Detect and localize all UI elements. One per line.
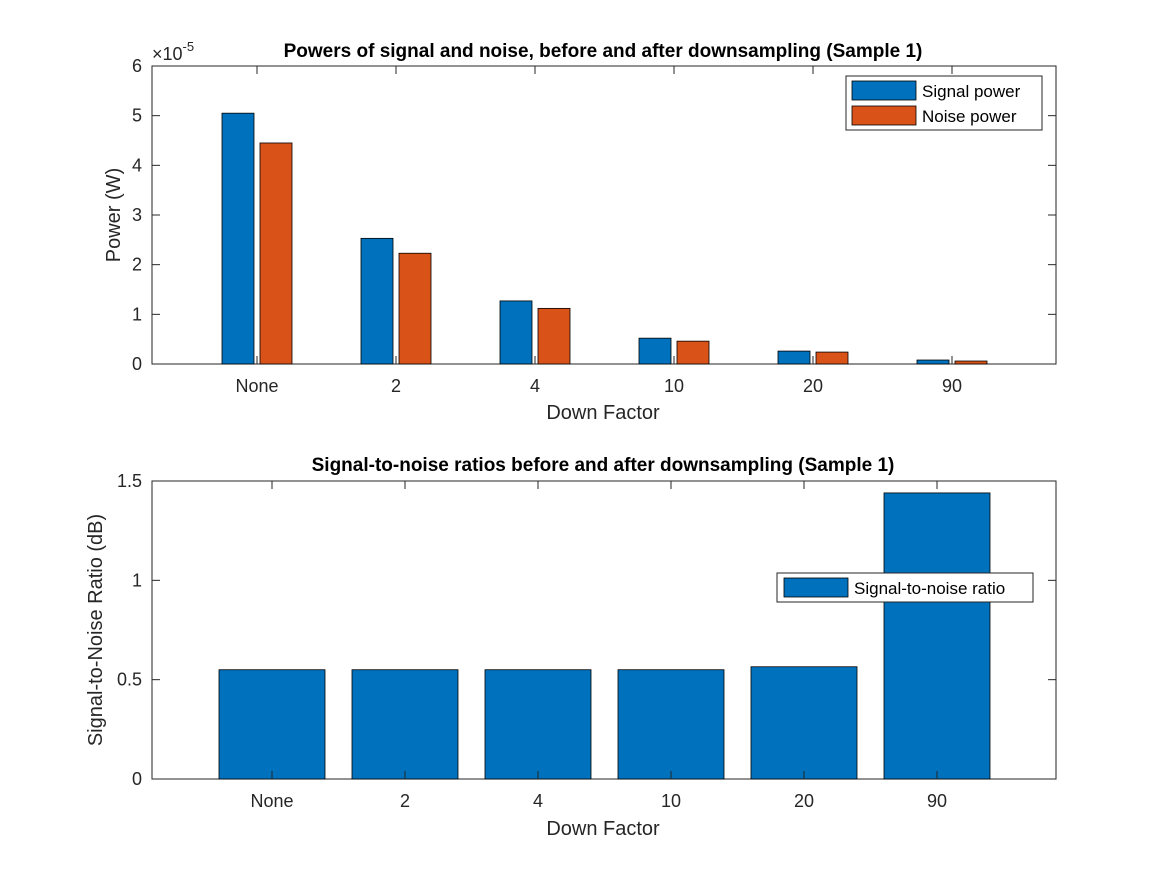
snr-chart-legend: Signal-to-noise ratio xyxy=(776,572,1034,603)
snr-x-tick-label-none: None xyxy=(250,791,293,811)
legend-label-noise-power: Noise power xyxy=(922,107,1017,126)
power-bar-noise-power-90 xyxy=(954,360,988,365)
snr-chart-y-axis-label: Signal-to-Noise Ratio (dB) xyxy=(85,514,107,746)
power-x-tick-label-10: 10 xyxy=(664,376,684,396)
snr-chart-y-ticks: 0 0.5 1 1.5 xyxy=(117,471,1056,789)
power-chart-exponent-label: ×10-5 xyxy=(152,39,194,64)
power-y-tick-label: 6 xyxy=(132,56,142,76)
power-chart-y-ticks: 0 1 2 3 4 5 6 xyxy=(132,56,1056,374)
power-x-tick-label-none: None xyxy=(235,376,278,396)
snr-bar-signal-to-noise-ratio-10 xyxy=(617,669,725,780)
snr-y-tick-label: 1 xyxy=(132,570,142,590)
power-y-tick-label: 4 xyxy=(132,155,142,175)
snr-chart-title: Signal-to-noise ratios before and after … xyxy=(312,455,895,476)
power-chart-legend: Signal power Noise power xyxy=(845,75,1043,131)
power-bar-noise-power-2 xyxy=(398,252,432,365)
snr-chart-x-ticks: None 2 4 10 20 90 xyxy=(250,481,947,811)
power-bar-noise-power-10 xyxy=(676,340,710,365)
power-bar-signal-power-2 xyxy=(360,237,394,365)
snr-y-tick-label: 1.5 xyxy=(117,471,142,491)
snr-chart-bars xyxy=(218,492,991,780)
power-x-tick-label-90: 90 xyxy=(942,376,962,396)
snr-x-tick-label-2: 2 xyxy=(400,791,410,811)
snr-chart-x-axis-label: Down Factor xyxy=(546,818,660,840)
power-bar-noise-power-4 xyxy=(537,307,571,365)
power-chart-y-axis-label: Power (W) xyxy=(103,168,125,262)
power-x-tick-label-2: 2 xyxy=(391,376,401,396)
snr-bar-signal-to-noise-ratio-20 xyxy=(750,666,858,780)
snr-bar-signal-to-noise-ratio-4 xyxy=(484,669,592,780)
legend-swatch-noise-power xyxy=(851,105,917,126)
power-chart: 0 1 2 3 4 5 6 None 2 4 10 20 90 Powers of signal an… xyxy=(103,39,1057,424)
power-y-tick-label: 3 xyxy=(132,205,142,225)
power-y-tick-label: 5 xyxy=(132,106,142,126)
power-x-tick-label-20: 20 xyxy=(803,376,823,396)
snr-x-tick-label-90: 90 xyxy=(927,791,947,811)
power-bar-noise-power-none xyxy=(259,142,293,365)
legend-label-snr: Signal-to-noise ratio xyxy=(854,579,1005,598)
legend-swatch-signal-power xyxy=(851,80,917,101)
power-y-tick-label: 0 xyxy=(132,354,142,374)
power-x-tick-label-4: 4 xyxy=(530,376,540,396)
snr-bar-signal-to-noise-ratio-none xyxy=(218,669,326,780)
snr-bar-signal-to-noise-ratio-2 xyxy=(351,669,459,780)
snr-x-tick-label-10: 10 xyxy=(661,791,681,811)
power-chart-title: Powers of signal and noise, before and a… xyxy=(284,41,923,62)
power-bar-signal-power-none xyxy=(221,112,255,365)
power-chart-x-ticks: None 2 4 10 20 90 xyxy=(235,66,962,396)
snr-y-tick-label: 0.5 xyxy=(117,670,142,690)
snr-x-tick-label-4: 4 xyxy=(533,791,543,811)
power-y-tick-label: 1 xyxy=(132,304,142,324)
power-bar-signal-power-10 xyxy=(638,337,672,365)
power-bar-signal-power-20 xyxy=(777,350,811,365)
legend-swatch-snr xyxy=(783,577,849,598)
power-chart-x-axis-label: Down Factor xyxy=(546,402,660,424)
power-bar-signal-power-90 xyxy=(916,359,950,365)
legend-label-signal-power: Signal power xyxy=(922,82,1021,101)
snr-x-tick-label-20: 20 xyxy=(794,791,814,811)
snr-chart: 0 0.5 1 1.5 None 2 4 10 20 90 Signal-to-noise ra… xyxy=(85,455,1057,840)
power-chart-bars xyxy=(221,112,988,365)
power-bar-noise-power-20 xyxy=(815,351,849,365)
snr-y-tick-label: 0 xyxy=(132,769,142,789)
snr-bar-signal-to-noise-ratio-90 xyxy=(883,492,991,780)
power-y-tick-label: 2 xyxy=(132,255,142,275)
power-bar-signal-power-4 xyxy=(499,300,533,365)
